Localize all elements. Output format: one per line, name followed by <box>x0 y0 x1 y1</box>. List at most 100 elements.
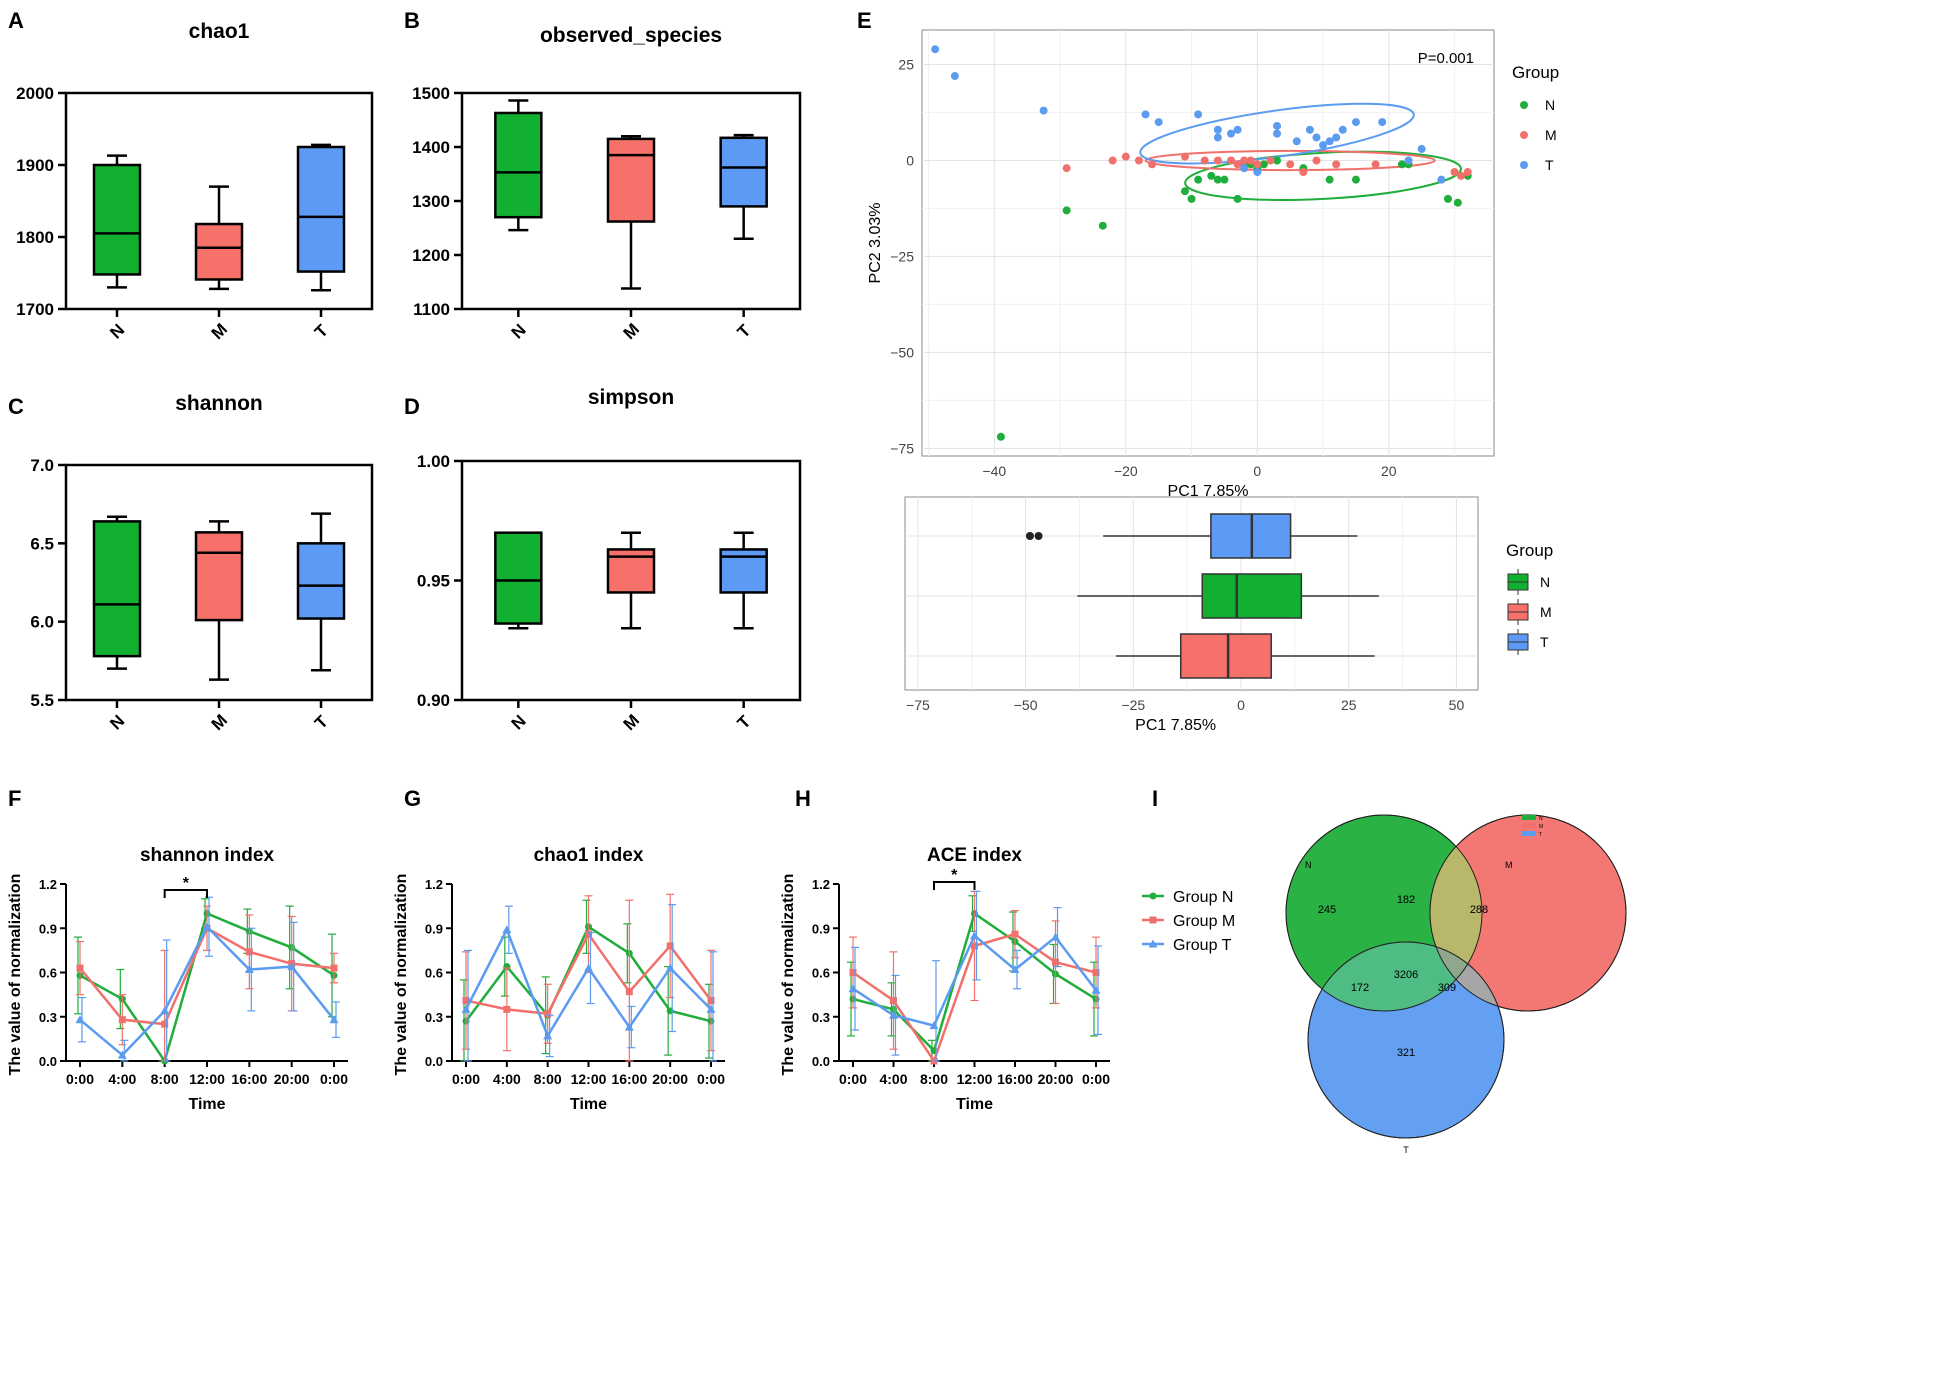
x-tick-label: 8:00 <box>920 1071 948 1087</box>
data-point <box>624 1022 634 1031</box>
venn-legend: NMT <box>1522 815 1543 838</box>
x-tick-label: T <box>311 712 332 733</box>
confidence-ellipse-T <box>1139 102 1415 165</box>
x-tick-label: 20:00 <box>1038 1071 1074 1087</box>
point-M <box>1134 156 1143 165</box>
point-T <box>1312 133 1321 142</box>
y-tick-label: 0.3 <box>812 1010 830 1025</box>
point-T <box>1227 129 1236 138</box>
point-N <box>1351 175 1360 184</box>
data-point <box>706 1004 716 1013</box>
data-point <box>1051 932 1060 941</box>
point-M <box>1253 160 1262 169</box>
data-point <box>889 1010 898 1019</box>
panel-letter-D: D <box>404 394 420 419</box>
x-axis-label: Time <box>956 1096 993 1113</box>
y-tick-label: 2000 <box>16 84 54 103</box>
point-T <box>1141 110 1150 119</box>
venn-set-label-N: N <box>1305 860 1312 870</box>
chart-title: simpson <box>588 386 674 409</box>
point-T <box>950 72 959 81</box>
x-tick-label: −20 <box>1114 463 1138 479</box>
data-point <box>707 997 715 1005</box>
legend-label: Group M <box>1173 913 1235 930</box>
data-point <box>929 1021 939 1030</box>
data-point <box>1052 958 1059 966</box>
data-point <box>244 965 254 974</box>
x-tick-label: 12:00 <box>189 1071 225 1087</box>
point-M <box>1312 156 1321 165</box>
panel-letter-G: G <box>404 786 421 811</box>
data-point <box>665 963 675 972</box>
x-tick-label: 16:00 <box>611 1071 647 1087</box>
point-T <box>1378 118 1387 127</box>
y-tick-label: 1.2 <box>39 877 57 892</box>
data-point <box>118 1016 126 1024</box>
point-N <box>1443 194 1452 203</box>
point-N <box>1098 221 1107 230</box>
legend-marker <box>1149 892 1157 900</box>
y-tick-label: 0 <box>906 152 914 168</box>
x-tick-label: M <box>208 320 231 343</box>
y-tick-label: −50 <box>890 344 914 360</box>
x-tick-label: 0:00 <box>1082 1071 1110 1087</box>
x-tick-label: 25 <box>1341 697 1357 713</box>
data-point <box>584 963 593 972</box>
legend-label-N: N <box>1540 574 1550 590</box>
panel-H: ACE index 0.0 0.3 0.6 0.9 1.2 0:00 4:00 8:00 12:0… <box>780 845 1110 1113</box>
point-T <box>1319 141 1328 150</box>
y-tick-label: 0.0 <box>39 1054 57 1069</box>
point-T <box>1351 118 1360 127</box>
point-T <box>1273 121 1282 130</box>
box-body <box>606 137 656 223</box>
point-N <box>1325 175 1334 184</box>
y-tick-label: 7.0 <box>30 456 54 475</box>
y-tick-label: 1500 <box>412 84 450 103</box>
x-tick-label: 50 <box>1449 697 1465 713</box>
x-tick-label: T <box>311 321 332 342</box>
y-tick-label: 1.00 <box>417 452 450 471</box>
data-point <box>330 964 338 972</box>
y-tick-label: 0.9 <box>812 921 830 936</box>
series-Group-N <box>74 898 338 1065</box>
panel-A: chao1 1700 1800 1900 2000 N M T <box>16 20 374 343</box>
point-N <box>1397 160 1406 169</box>
point-M <box>1450 168 1459 176</box>
legend-marker <box>1149 916 1157 924</box>
outlier-point <box>1025 532 1034 540</box>
x-tick-label: 20:00 <box>274 1071 310 1087</box>
point-N <box>1273 156 1282 165</box>
y-tick-label: 0.6 <box>39 966 57 981</box>
venn-set-label-M: M <box>1505 860 1513 870</box>
point-T <box>1213 125 1222 134</box>
y-tick-label: 1400 <box>412 138 450 157</box>
box-body <box>494 531 543 625</box>
point-N <box>1259 160 1268 169</box>
box-N <box>494 99 543 232</box>
x-tick-label: 0:00 <box>66 1071 94 1087</box>
hbox-T <box>1025 513 1358 559</box>
x-tick-label: −25 <box>1121 697 1145 713</box>
series-Group-M <box>462 893 715 1062</box>
point-T <box>1325 137 1334 146</box>
x-tick-label: 12:00 <box>571 1071 607 1087</box>
point-T <box>1305 125 1314 134</box>
series-Group-T <box>75 896 340 1062</box>
chart-title: ACE index <box>927 845 1022 866</box>
chart-title: chao1 index <box>534 845 644 866</box>
x-axis-label: Time <box>188 1096 225 1113</box>
point-T <box>1417 144 1426 153</box>
x-tick-label: 20 <box>1381 463 1397 479</box>
point-N <box>1213 175 1222 184</box>
box-N <box>92 154 142 289</box>
x-tick-label: N <box>508 711 530 733</box>
box-body <box>296 145 346 273</box>
y-tick-label: 0.6 <box>812 966 830 981</box>
panel-letter-I: I <box>1152 786 1158 811</box>
legend-label-M: M <box>1545 127 1557 143</box>
point-M <box>1108 156 1117 165</box>
data-point <box>1091 985 1101 994</box>
venn-legend-key-T <box>1522 831 1536 836</box>
x-tick-label: 8:00 <box>151 1071 179 1087</box>
x-tick-label: 4:00 <box>493 1071 521 1087</box>
